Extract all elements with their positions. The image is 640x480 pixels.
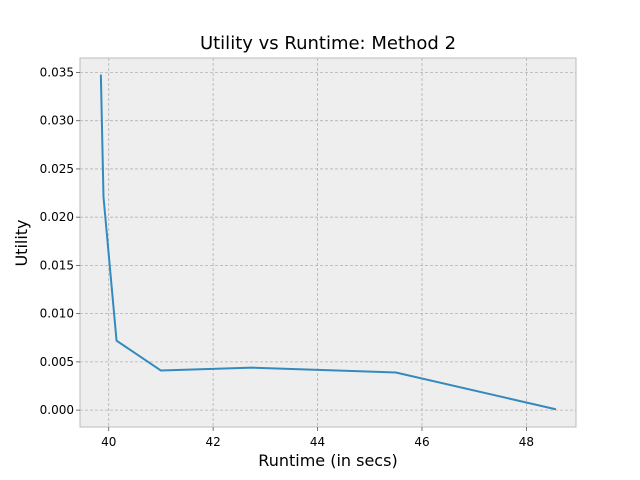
y-tick-label: 0.025 (40, 162, 74, 176)
series-line (99, 74, 557, 411)
y-axis: 0.000 0.005 0.010 0.015 0.020 0.025 0.030 0.035 (40, 65, 80, 417)
y-tick-label: 0.020 (40, 210, 74, 224)
plot-frame (79, 57, 577, 428)
x-tick-label: 46 (414, 435, 429, 449)
y-tick-label: 0.010 (40, 307, 74, 321)
x-tick-label: 44 (310, 435, 325, 449)
x-tick-label: 42 (205, 435, 220, 449)
y-tick-label: 0.005 (40, 355, 74, 369)
series-group (99, 74, 557, 411)
y-axis-label: Utility (12, 219, 31, 266)
chart-title: Utility vs Runtime: Method 2 (200, 33, 456, 54)
x-tick-label: 48 (519, 435, 534, 449)
grid (80, 58, 576, 427)
y-tick-label: 0.030 (40, 114, 74, 128)
x-axis-label: Runtime (in secs) (258, 451, 397, 470)
x-axis: 40 42 44 46 48 (101, 427, 534, 449)
y-tick-label: 0.000 (40, 403, 74, 417)
x-tick-label: 40 (101, 435, 116, 449)
plot-area (80, 58, 576, 427)
y-tick-label: 0.015 (40, 258, 74, 272)
y-tick-label: 0.035 (40, 65, 74, 79)
